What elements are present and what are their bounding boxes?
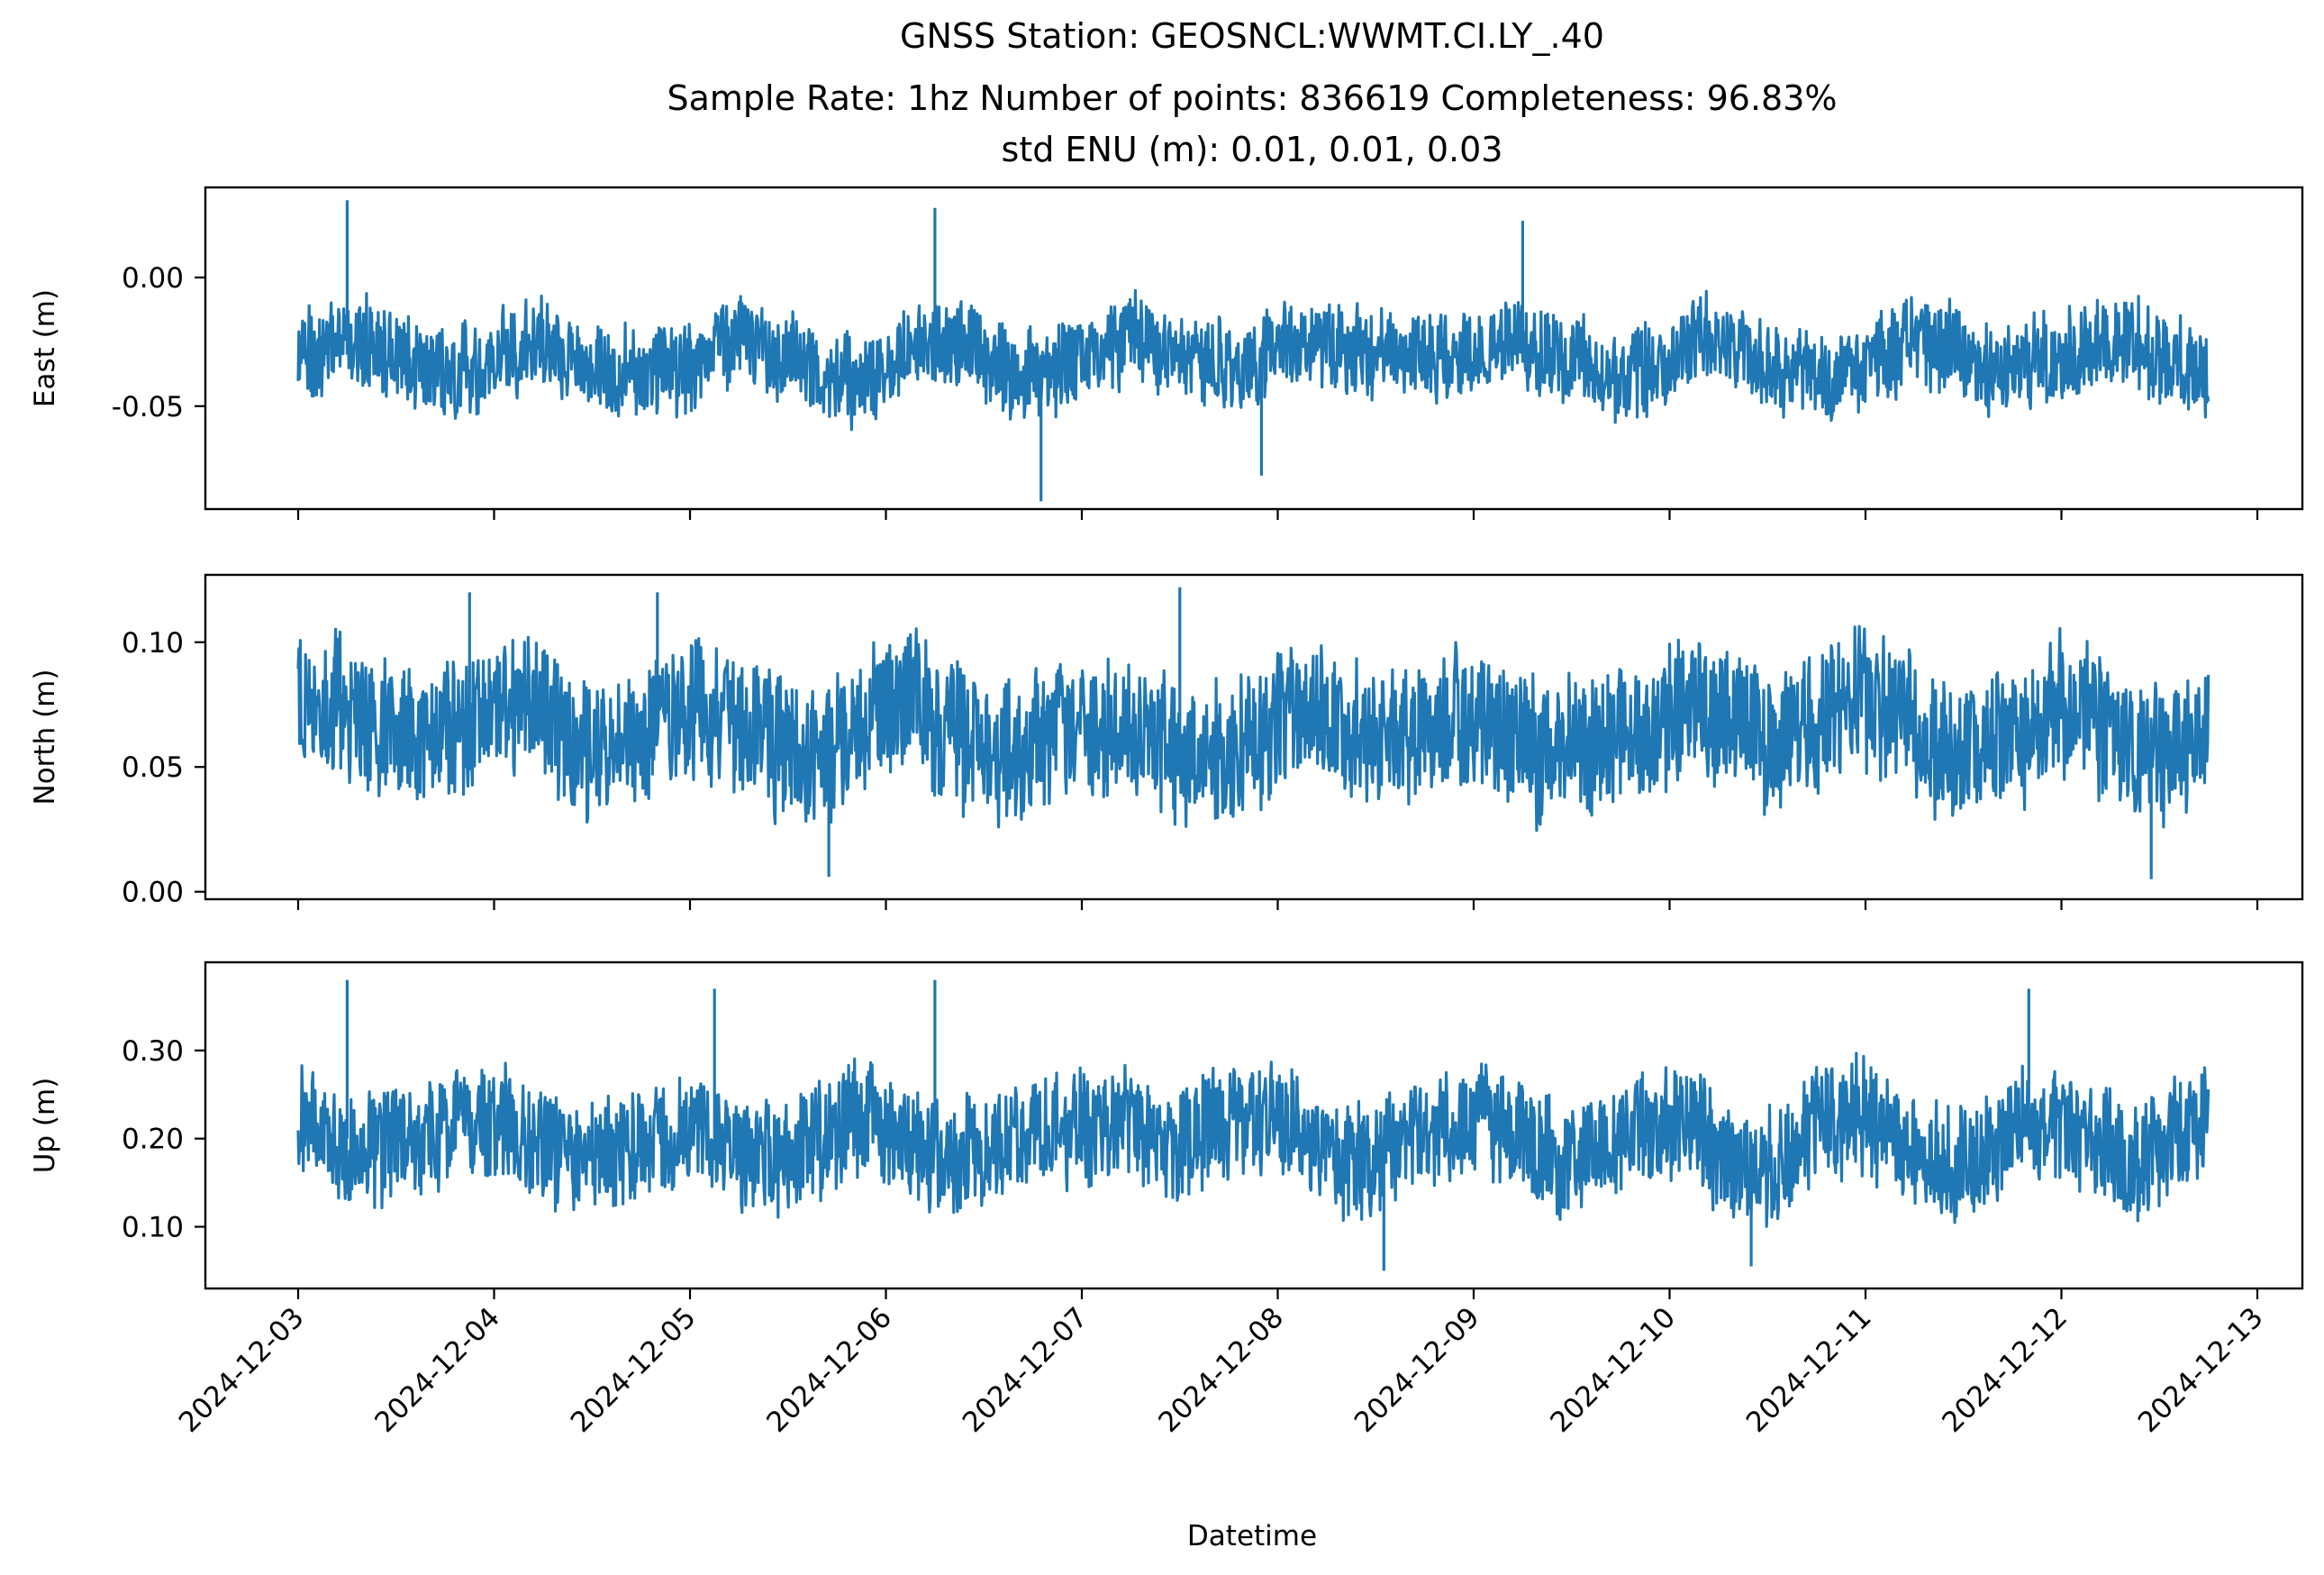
series-line-east: [296, 200, 2211, 502]
chart-subtitle-std-enu: std ENU (m): 0.01, 0.01, 0.03: [1002, 130, 1503, 169]
x-axis-label: Datetime: [1187, 1520, 1317, 1552]
y-axis-label: North (m): [29, 669, 61, 806]
chart-title: GNSS Station: GEOSNCL:WWMT.CI.LY_.40: [900, 16, 1604, 56]
panel-up: 0.30 0.20 0.10 Up (m): [29, 960, 2304, 1299]
axes-frame: [204, 960, 2304, 1290]
y-tick-label: 0.10: [122, 1212, 184, 1244]
axes-frame: [204, 573, 2304, 901]
panel-north: 0.10 0.05 0.00 North (m): [29, 573, 2304, 910]
panel-east: 0.00 -0.05 East (m): [29, 186, 2304, 520]
y-tick-label: 0.00: [122, 877, 184, 909]
chart-subtitle-sample-rate: Sample Rate: 1hz Number of points: 83661…: [667, 78, 1838, 118]
axes-frame: [204, 186, 2304, 511]
series-line-up: [296, 979, 2211, 1271]
y-tick-label: 0.10: [122, 627, 184, 660]
y-tick-label: -0.05: [112, 391, 184, 423]
y-tick-label: 0.05: [122, 751, 184, 784]
y-tick-label: 0.20: [122, 1124, 184, 1156]
y-tick-label: 0.30: [122, 1035, 184, 1068]
y-axis-label: Up (m): [29, 1078, 61, 1174]
series-line-north: [296, 587, 2211, 879]
y-axis-label: East (m): [29, 289, 61, 407]
y-tick-label: 0.00: [122, 262, 184, 295]
